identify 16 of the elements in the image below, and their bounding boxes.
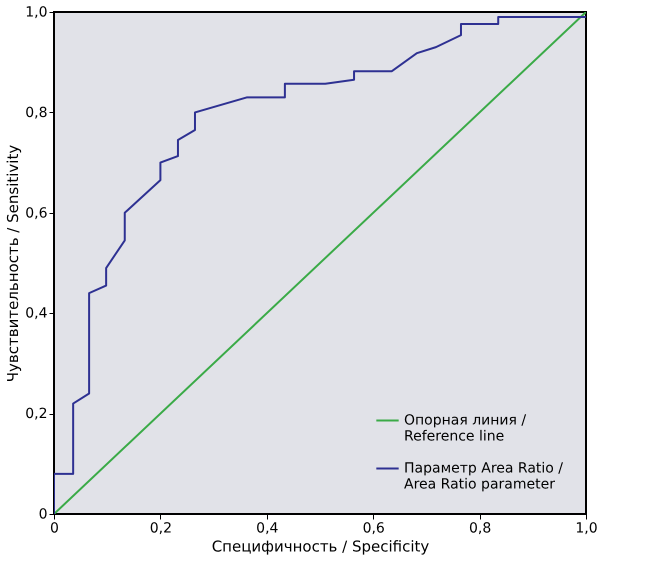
- x-tick-label: 0,4: [256, 520, 279, 536]
- x-tick-label: 0,8: [468, 520, 492, 536]
- y-axis-title: Чувствительность / Sensitivity: [4, 144, 22, 382]
- y-tick-label: 0,4: [25, 306, 48, 322]
- x-tick-label: 0,6: [362, 520, 385, 536]
- legend-label: Опорная линия / Reference line: [404, 412, 526, 444]
- y-tick-label: 0,6: [25, 205, 48, 222]
- legend-label: Параметр Area Ratio / Area Ratio parameter: [404, 460, 564, 492]
- x-axis-title: Специфичность / Specificity: [212, 538, 430, 556]
- y-tick-label: 0: [38, 506, 48, 522]
- x-tick-label: 1,0: [575, 520, 598, 536]
- y-tick-label: 0,8: [25, 104, 48, 121]
- y-tick-label: 1,0: [25, 4, 48, 20]
- x-tick-label: 0: [50, 520, 59, 536]
- x-tick-label: 0,2: [150, 520, 172, 536]
- y-tick-label: 0,2: [25, 406, 48, 422]
